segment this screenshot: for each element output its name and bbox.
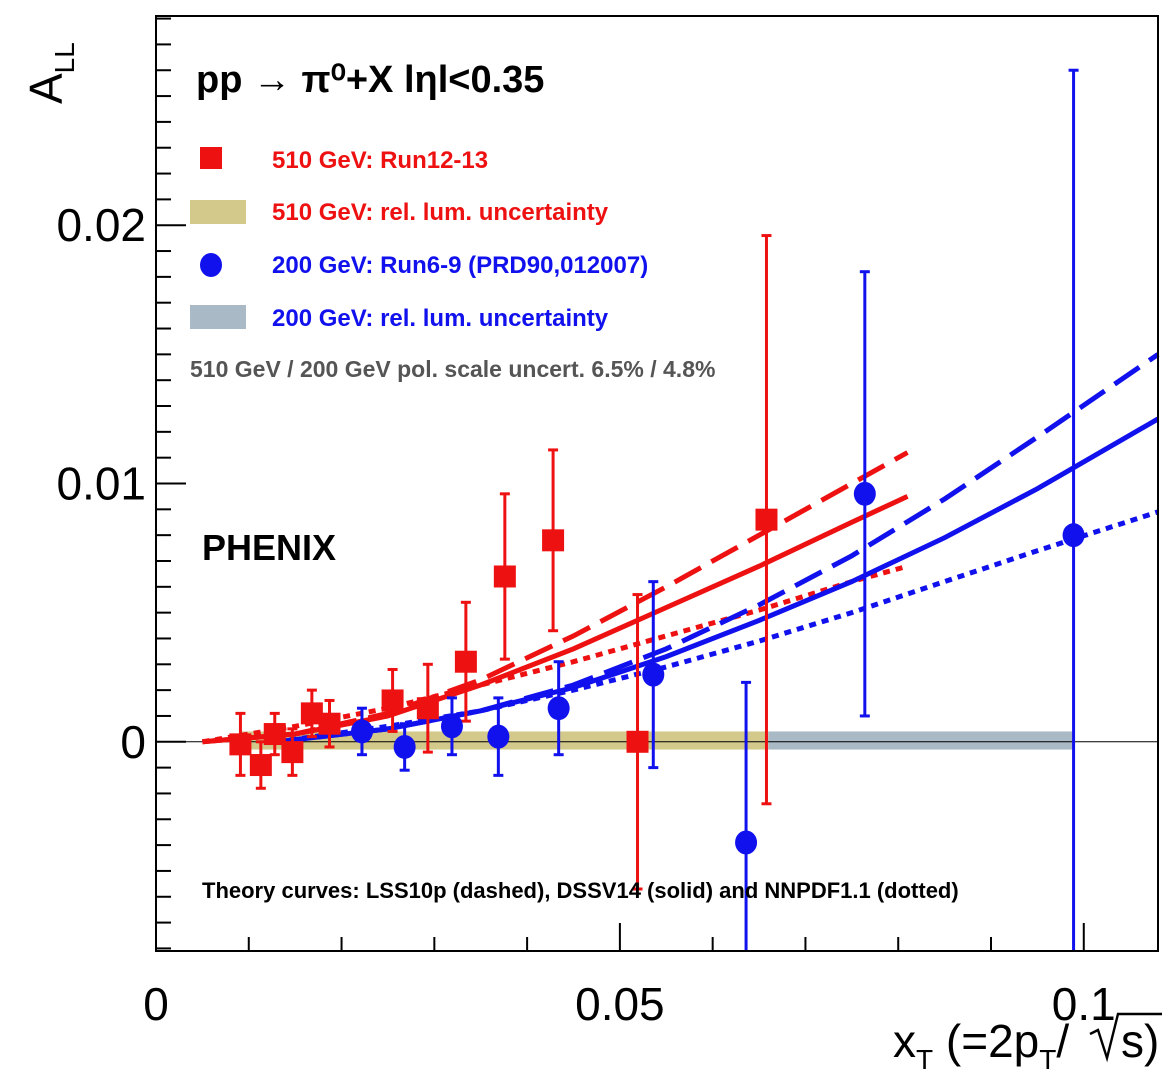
experiment-label: PHENIX <box>202 527 336 568</box>
data-point-200-2 <box>440 696 463 757</box>
marker-circle <box>735 830 758 855</box>
legend-marker-200-points <box>200 253 222 277</box>
marker-square <box>318 712 341 735</box>
legend-marker-200-band <box>190 305 246 329</box>
sqrt-sign-icon <box>1089 1012 1162 1063</box>
theory-annotation: Theory curves: LSS10p (dashed), DSSV14 (… <box>202 878 959 903</box>
data-point-510-12 <box>755 234 778 806</box>
legend-label-200-band: 200 GeV: rel. lum. uncertainty <box>272 305 609 332</box>
pol-scale-annotation: 510 GeV / 200 GeV pol. scale uncert. 6.5… <box>190 356 715 382</box>
data-point-200-4 <box>547 660 570 757</box>
x-tick-label: 0 <box>143 978 169 1030</box>
marker-square <box>229 733 252 756</box>
legend-marker-510-band <box>190 200 246 224</box>
marker-circle <box>642 662 665 687</box>
legend-label-510-band: 510 GeV: rel. lum. uncertainty <box>272 199 609 226</box>
theory-curve-200-gev-dashed <box>276 352 1160 745</box>
marker-square <box>542 529 565 552</box>
data-point-200-8 <box>1062 68 1085 951</box>
marker-circle <box>440 714 463 739</box>
marker-square <box>381 689 404 712</box>
data-point-510-7 <box>416 662 439 754</box>
data-point-510-2 <box>263 711 286 757</box>
legend: 510 GeV: Run12-13 510 GeV: rel. lum. unc… <box>190 147 648 332</box>
marker-square <box>416 697 439 720</box>
marker-circle <box>853 481 876 506</box>
data-point-200-6 <box>735 680 758 951</box>
axes-layer: 0 0.05 0.1 0 0.01 0.02 <box>56 17 1116 1030</box>
y-tick-label: 0.01 <box>56 458 146 510</box>
theory-curve-510-gev-dashed <box>202 450 909 745</box>
marker-square <box>626 730 649 753</box>
rel-lum-band-1 <box>768 731 1075 750</box>
chart-title: pp → π⁰+X lηl<0.35 <box>196 59 544 101</box>
marker-circle <box>1062 523 1085 548</box>
data-points-layer <box>229 68 1085 951</box>
marker-square <box>454 650 477 673</box>
theory-curve-510-gev-dotted <box>201 563 909 745</box>
marker-circle <box>350 719 373 744</box>
data-point-510-5 <box>318 698 341 749</box>
x-tick-label: 0.05 <box>575 978 665 1030</box>
marker-square <box>281 741 304 764</box>
data-point-510-3 <box>281 727 304 777</box>
data-point-510-9 <box>493 492 516 661</box>
marker-square <box>493 565 516 588</box>
data-point-510-11 <box>626 593 649 891</box>
legend-label-200-points: 200 GeV: Run6-9 (PRD90,012007) <box>272 252 648 279</box>
data-point-510-10 <box>542 448 565 633</box>
data-point-200-5 <box>642 580 665 770</box>
y-tick-label: 0.02 <box>56 199 146 251</box>
marker-square <box>249 754 272 777</box>
data-point-510-0 <box>229 711 252 777</box>
data-point-510-6 <box>381 667 404 733</box>
data-point-200-7 <box>853 270 876 718</box>
data-point-200-0 <box>350 706 373 757</box>
marker-square <box>755 508 778 531</box>
marker-square <box>263 723 286 746</box>
svg-text:s): s) <box>1121 1015 1159 1067</box>
x-tick-label: 0.1 <box>1052 978 1116 1030</box>
legend-label-510-points: 510 GeV: Run12-13 <box>272 147 488 174</box>
marker-square <box>300 702 323 725</box>
marker-circle <box>393 734 416 759</box>
data-point-200-3 <box>487 696 510 777</box>
legend-marker-510-points <box>200 147 222 169</box>
marker-circle <box>487 724 510 749</box>
data-point-510-4 <box>300 688 323 739</box>
y-tick-label: 0 <box>120 716 146 768</box>
data-point-510-8 <box>454 600 477 723</box>
marker-circle <box>547 696 570 721</box>
data-point-200-1 <box>393 722 416 772</box>
x-axis-title: xT (=2pT/ s) <box>893 1012 1162 1075</box>
